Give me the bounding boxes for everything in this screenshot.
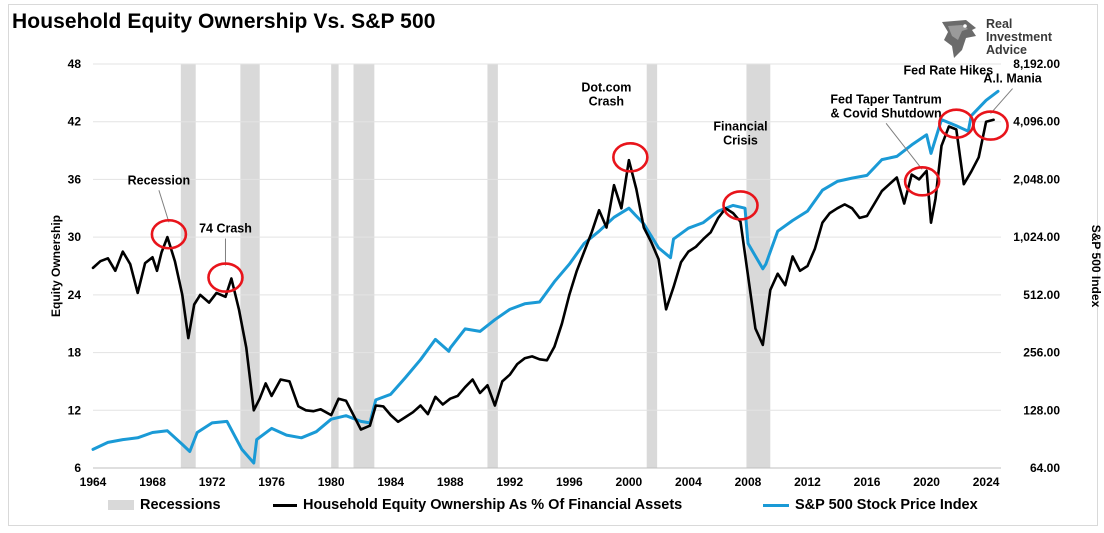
annotation-circle [722, 190, 759, 221]
gridlines [93, 63, 1001, 469]
eagle-head-icon [942, 20, 976, 58]
brand-line-2: Investment [986, 30, 1052, 44]
y-tick-label: 18 [68, 346, 82, 360]
x-tick-label: 1984 [377, 475, 404, 489]
y2-tick-label: 512.00 [1023, 288, 1060, 302]
sp500-series [91, 89, 1000, 465]
legend-item-sp500: S&P 500 Stock Price Index [763, 495, 978, 515]
chart-legend: Recessions Household Equity Ownership As… [108, 495, 1008, 515]
x-tick-label: 1992 [496, 475, 523, 489]
y-tick-label: 12 [68, 403, 82, 417]
sp500-line [91, 89, 1000, 465]
brand-logo: Real Investment Advice [936, 16, 1076, 62]
annotation-leader [990, 88, 1013, 114]
annotation-label: A.I. Mania [983, 72, 1042, 86]
x-tick-label: 2008 [735, 475, 762, 489]
annotation-label: Dot.com Crash [581, 80, 631, 108]
brand-line-1: Real [986, 17, 1013, 31]
legend-item-equity: Household Equity Ownership As % Of Finan… [273, 495, 682, 515]
recession-bands [180, 64, 771, 468]
x-tick-label: 1968 [139, 475, 166, 489]
annotation-label: Fed Taper Tantrum & Covid Shutdown [830, 92, 941, 120]
annotation-label: Fed Rate Hikes [904, 64, 994, 78]
y2-tick-label: 256.00 [1023, 346, 1060, 360]
annotation-label: 74 Crash [199, 222, 252, 236]
legend-item-recessions: Recessions [108, 495, 221, 515]
x-tick-label: 2012 [794, 475, 821, 489]
x-tick-label: 2016 [854, 475, 881, 489]
legend-label-recessions: Recessions [140, 497, 221, 513]
recession-band [180, 64, 196, 468]
y2-tick-label: 8,192.00 [1013, 57, 1060, 71]
x-tick-label: 2000 [616, 475, 643, 489]
legend-label-equity: Household Equity Ownership As % Of Finan… [303, 497, 683, 513]
x-tick-label: 2024 [973, 475, 1000, 489]
y2-tick-label: 1,024.00 [1013, 230, 1060, 244]
axis-ticks: 6 12 18 24 30 36 42 48 64.00 128.00 256.00 512.00 1,… [49, 57, 1103, 489]
equity-series [91, 118, 995, 431]
x-tick-label: 1976 [258, 475, 285, 489]
y2-axis-title: S&P 500 Index [1089, 225, 1103, 308]
brand-name: Real Investment Advice [986, 18, 1052, 57]
y-tick-label: 36 [68, 172, 82, 186]
annotation-circle [150, 218, 188, 250]
annotation-leader [885, 123, 923, 170]
recession-band [646, 64, 658, 468]
y-tick-label: 24 [68, 288, 82, 302]
chart-frame [8, 4, 1098, 526]
recession-band [331, 64, 339, 468]
y2-tick-label: 2,048.00 [1013, 172, 1060, 186]
y-axis-title: Equity Ownership [49, 215, 63, 317]
y2-tick-label: 4,096.00 [1013, 115, 1060, 129]
y2-tick-label: 128.00 [1023, 403, 1060, 417]
annotation-circle [612, 142, 649, 173]
x-tick-label: 1964 [80, 475, 107, 489]
brand-line-3: Advice [986, 43, 1027, 57]
recession-band [487, 64, 498, 468]
x-tick-label: 1988 [437, 475, 464, 489]
annotation-label: Recession [128, 173, 191, 187]
annotations: Recession 74 Crash Dot.com Crash Financial Cr… [128, 64, 1043, 293]
annotation-circle [972, 110, 1009, 141]
legend-label-sp500: S&P 500 Stock Price Index [795, 497, 978, 513]
chart-title: Household Equity Ownership Vs. S&P 500 [12, 10, 436, 33]
annotation-circle [903, 166, 941, 197]
legend-swatch-sp500 [763, 503, 789, 507]
x-tick-label: 2020 [913, 475, 940, 489]
y2-tick-label: 64.00 [1030, 461, 1060, 475]
x-tick-label: 2004 [675, 475, 702, 489]
legend-swatch-recessions [108, 500, 134, 510]
annotation-label: Financial Crisis [713, 119, 767, 147]
equity-line [91, 118, 995, 431]
y-tick-label: 6 [74, 461, 81, 475]
recession-band [353, 64, 375, 468]
x-tick-label: 1980 [318, 475, 345, 489]
annotation-circle [207, 262, 244, 293]
legend-swatch-equity [273, 503, 297, 507]
y-tick-label: 30 [68, 230, 82, 244]
recession-band [746, 64, 771, 468]
y-tick-label: 48 [68, 57, 82, 71]
y-tick-label: 42 [68, 115, 82, 129]
recession-band [240, 64, 260, 468]
x-tick-label: 1972 [199, 475, 226, 489]
annotation-leader [158, 190, 170, 223]
x-tick-label: 1996 [556, 475, 583, 489]
